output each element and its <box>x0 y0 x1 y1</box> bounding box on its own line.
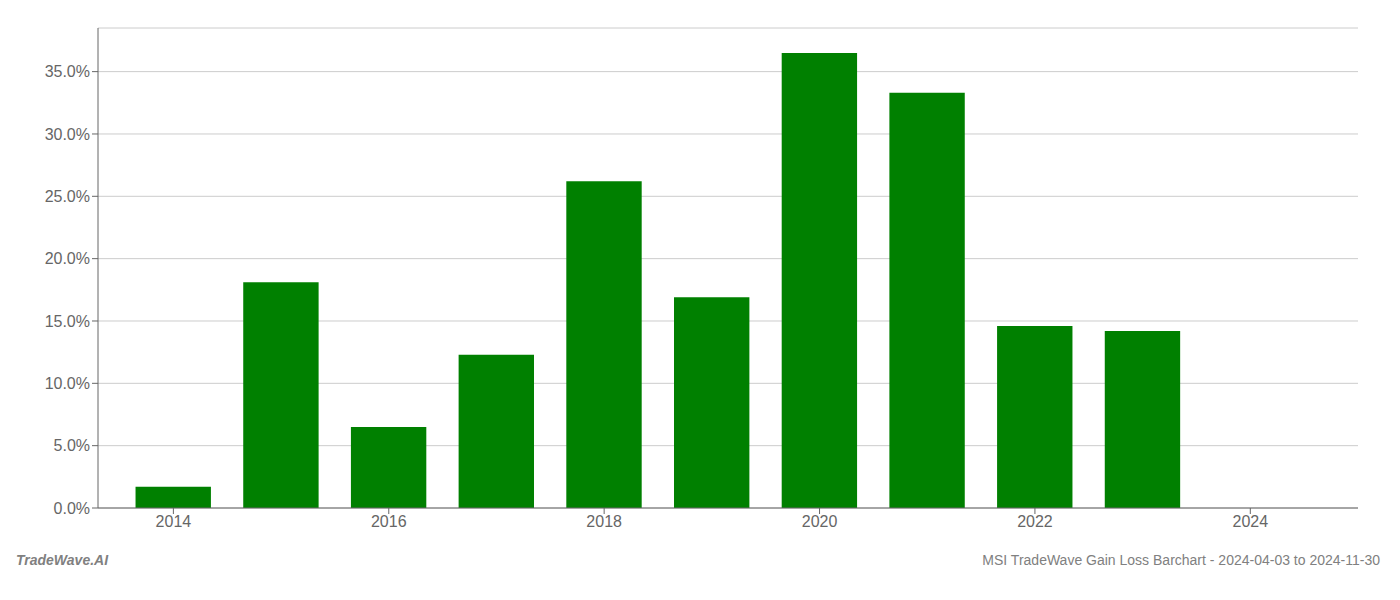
svg-text:25.0%: 25.0% <box>45 188 90 205</box>
html-text:MSI TradeWave Gain Loss Barcha: MSI TradeWave Gain Loss Barchart - 2024-… <box>982 552 1380 568</box>
svg-text:5.0%: 5.0% <box>54 437 90 454</box>
svg-text:20.0%: 20.0% <box>45 250 90 267</box>
svg-text:2022: 2022 <box>1017 513 1053 530</box>
svg-text:2024: 2024 <box>1233 513 1269 530</box>
html-text:TradeWave.AI: TradeWave.AI <box>16 552 109 568</box>
svg-text:2020: 2020 <box>802 513 838 530</box>
svg-text:2016: 2016 <box>371 513 407 530</box>
svg-text:2018: 2018 <box>586 513 622 530</box>
svg-text:10.0%: 10.0% <box>45 375 90 392</box>
svg-text:0.0%: 0.0% <box>54 500 90 517</box>
svg-text:35.0%: 35.0% <box>45 63 90 80</box>
svg-text:30.0%: 30.0% <box>45 126 90 143</box>
svg-text:15.0%: 15.0% <box>45 313 90 330</box>
svg-text:2014: 2014 <box>156 513 192 530</box>
